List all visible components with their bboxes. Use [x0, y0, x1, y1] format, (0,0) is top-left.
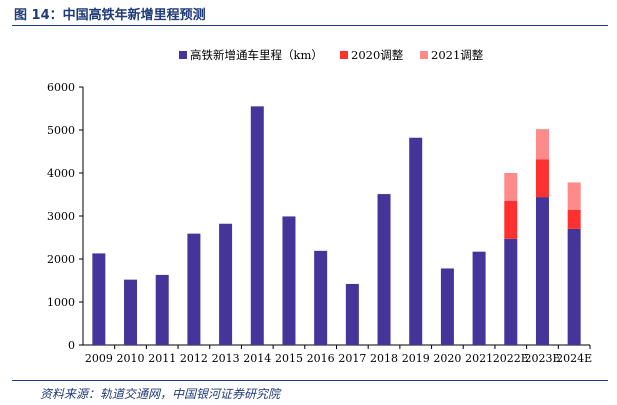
bar-base-2023E: [535, 197, 549, 345]
x-tick-label: 2016: [307, 352, 335, 365]
x-tick-label: 2023E: [524, 352, 560, 365]
source-rule: [12, 380, 608, 381]
bar-series: [92, 106, 581, 345]
legend-item-base-label: 高铁新增通车里程（km）: [190, 48, 323, 62]
bar-base-2014: [250, 106, 264, 345]
bar-base-2013: [219, 223, 233, 345]
bar-adj2020-2024E: [567, 209, 581, 229]
source-note: 资料来源：轨道交通网，中国银河证券研究院: [40, 387, 281, 401]
x-tick-label: 2009: [85, 352, 113, 365]
x-tick-label: 2013: [212, 352, 240, 365]
x-tick-label: 2010: [117, 352, 145, 365]
y-tick-label: 5000: [47, 124, 75, 137]
bar-adj2021-2023E: [535, 129, 549, 160]
x-tick-label: 2020: [433, 352, 461, 365]
legend-item-adj2020-swatch: [340, 51, 348, 59]
x-tick-label: 2024E: [556, 352, 592, 365]
bar-adj2021-2022E: [504, 173, 518, 201]
y-tick-label: 6000: [47, 81, 75, 94]
legend-item-adj2021-label: 2021调整: [431, 48, 484, 62]
title-rule: [12, 25, 608, 26]
x-tick-label: 2018: [370, 352, 398, 365]
x-tick-label: 2017: [338, 352, 366, 365]
bar-base-2010: [124, 279, 138, 345]
bar-base-2021: [472, 251, 486, 345]
x-tick-label: 2014: [243, 352, 271, 365]
bar-base-2018: [377, 194, 391, 345]
x-tick-label: 2022E: [493, 352, 529, 365]
x-tick-label: 2011: [148, 352, 176, 365]
bar-adj2020-2022E: [504, 200, 518, 239]
y-tick-label: 0: [68, 339, 75, 352]
bar-base-2011: [155, 274, 169, 345]
bar-adj2020-2023E: [535, 159, 549, 198]
y-tick-label: 1000: [47, 296, 75, 309]
x-tick-label: 2019: [402, 352, 430, 365]
chart-legend: 高铁新增通车里程（km） 2020调整 2021调整: [179, 48, 484, 62]
bar-base-2012: [187, 233, 201, 345]
bar-base-2017: [345, 283, 359, 345]
legend-item-adj2020-label: 2020调整: [351, 48, 404, 62]
bar-base-2009: [92, 253, 106, 345]
bar-adj2021-2024E: [567, 182, 581, 210]
y-tick-label: 3000: [47, 210, 75, 223]
bar-base-2024E: [567, 228, 581, 345]
bar-base-2019: [409, 137, 423, 345]
bar-base-2015: [282, 216, 296, 345]
bar-base-2020: [440, 268, 454, 345]
legend-item-adj2021-swatch: [420, 51, 428, 59]
x-tick-label: 2012: [180, 352, 208, 365]
bar-base-2022E: [504, 238, 518, 345]
figure-title: 图 14：中国高铁年新增里程预测: [14, 8, 206, 23]
bar-base-2016: [314, 250, 328, 345]
y-tick-label: 4000: [47, 167, 75, 180]
x-tick-label: 2015: [275, 352, 303, 365]
x-axis: 2009 2010 2011 2012 2013 2014 2015 2016 2017 2018…: [85, 345, 592, 365]
y-tick-label: 2000: [47, 253, 75, 266]
bar-chart: 高铁新增通车里程（km） 2020调整 2021调整 0 1000 2000 3000 40…: [47, 48, 592, 365]
x-tick-label: 2021: [465, 352, 493, 365]
legend-item-base-swatch: [179, 51, 187, 59]
